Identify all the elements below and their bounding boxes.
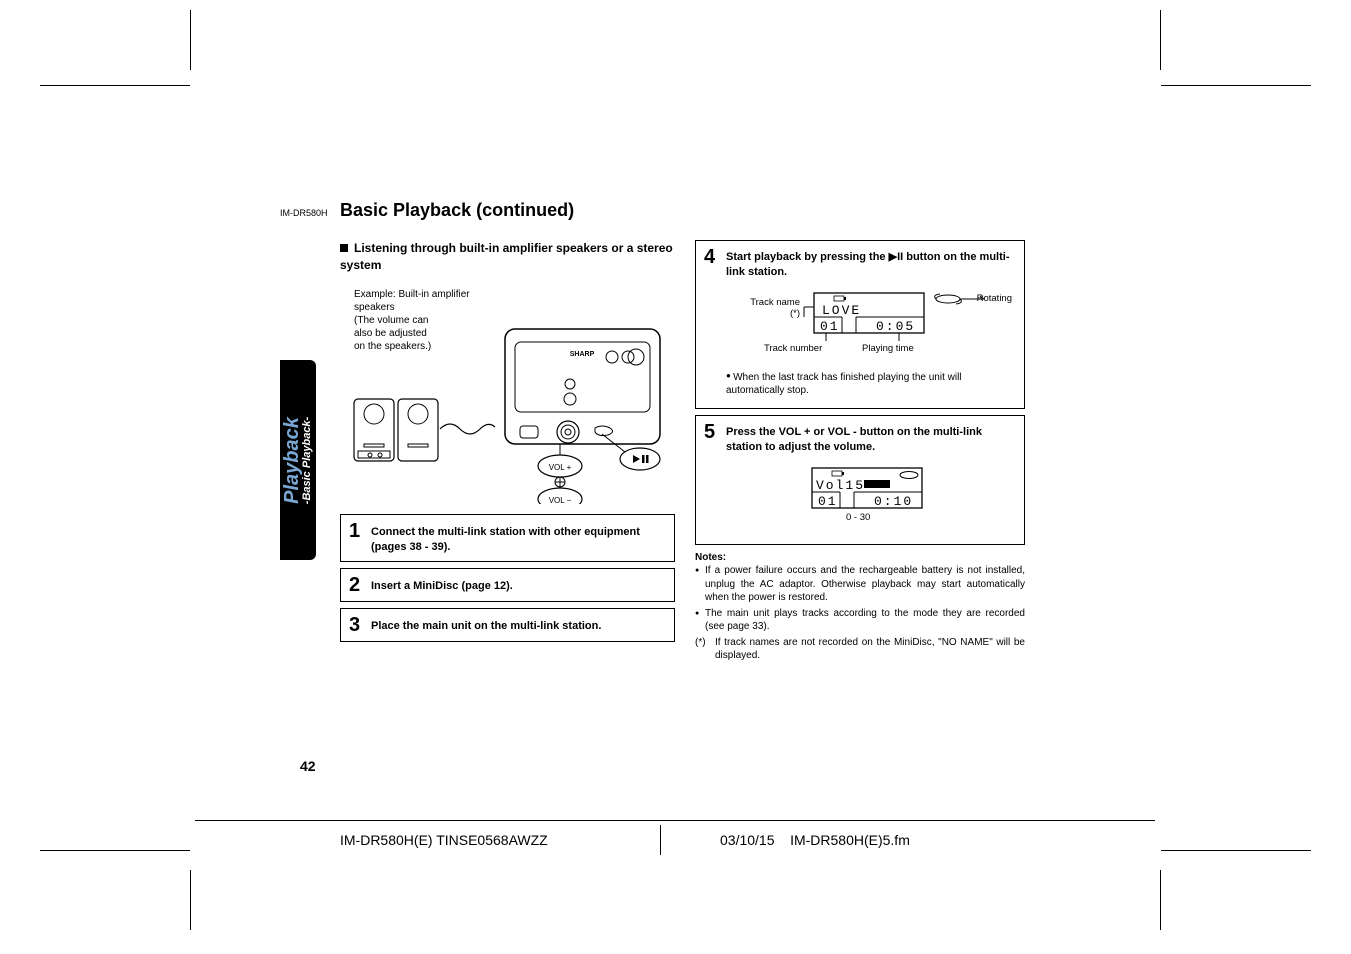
footer-divider xyxy=(660,825,661,855)
lcd-time: 0:10 xyxy=(874,494,913,509)
side-tab-main: Playback xyxy=(283,416,303,503)
lcd-time: 0:05 xyxy=(876,319,915,334)
step-2: 2 Insert a MiniDisc (page 12). xyxy=(340,568,675,602)
crop-mark xyxy=(40,850,190,851)
brand-label: SHARP xyxy=(570,351,595,358)
notes-title: Notes: xyxy=(695,551,1025,565)
diagram-svg: SHARP VOL + VOL − xyxy=(340,284,675,504)
section-title: Basic Playback (continued) xyxy=(340,200,574,221)
footer-left: IM-DR580H(E) TINSE0568AWZZ xyxy=(340,832,548,848)
side-tab-sub: -Basic Playback- xyxy=(303,416,314,503)
crop-mark xyxy=(1160,870,1161,930)
crop-mark xyxy=(190,870,191,930)
footer-rule xyxy=(195,820,1155,821)
crop-mark xyxy=(1161,85,1311,86)
step-number: 1 xyxy=(349,521,363,541)
subheading: Listening through built-in amplifier spe… xyxy=(340,240,675,274)
bullet-square-icon xyxy=(340,244,348,252)
crop-mark xyxy=(1160,10,1161,70)
step-number: 3 xyxy=(349,615,363,635)
step-5: 5 Press the VOL + or VOL - button on the… xyxy=(695,415,1025,545)
step-text: Start playback by pressing the ▶II butto… xyxy=(726,247,1016,281)
step-text: Place the main unit on the multi-link st… xyxy=(371,615,601,634)
step4-bullet: When the last track has finished playing… xyxy=(726,371,1016,398)
footer-date: 03/10/15 xyxy=(720,832,775,848)
lcd-line1: LOVE xyxy=(822,303,861,318)
volume-range-label: 0 - 30 xyxy=(846,512,870,523)
crop-mark xyxy=(190,10,191,70)
side-tab: Playback -Basic Playback- xyxy=(280,360,316,560)
model-label: IM-DR580H xyxy=(280,208,328,218)
asterisk-note: If track names are not recorded on the M… xyxy=(695,636,1025,663)
lcd-track: 01 xyxy=(818,494,838,509)
lcd-display-1: LOVE 01 0:05 xyxy=(704,287,1034,365)
crop-mark xyxy=(1161,850,1311,851)
lcd-display-2: Vol15 01 0:10 xyxy=(704,464,1034,534)
footer-right: 03/10/15 IM-DR580H(E)5.fm xyxy=(720,832,910,848)
note-item: If a power failure occurs and the rechar… xyxy=(705,564,1025,605)
lcd-track: 01 xyxy=(820,319,840,334)
step-text: Connect the multi-link station with othe… xyxy=(371,521,666,556)
right-column: 4 Start playback by pressing the ▶II but… xyxy=(695,240,1025,663)
step-4: 4 Start playback by pressing the ▶II but… xyxy=(695,240,1025,409)
notes-section: Notes: If a power failure occurs and the… xyxy=(695,551,1025,663)
step-number: 4 xyxy=(704,247,718,267)
step-1: 1 Connect the multi-link station with ot… xyxy=(340,514,675,563)
left-column: Listening through built-in amplifier spe… xyxy=(340,240,675,648)
vol-plus-label: VOL + xyxy=(549,463,572,472)
connection-diagram: Example: Built-in amplifier speakers (Th… xyxy=(340,284,675,504)
step-text: Press the VOL + or VOL - button on the m… xyxy=(726,422,1016,456)
vol-minus-label: VOL − xyxy=(549,496,572,504)
step-number: 5 xyxy=(704,422,718,442)
step-text: Insert a MiniDisc (page 12). xyxy=(371,575,513,594)
step-number: 2 xyxy=(349,575,363,595)
step-3: 3 Place the main unit on the multi-link … xyxy=(340,608,675,642)
footer-file: IM-DR580H(E)5.fm xyxy=(790,832,910,848)
subheading-text: Listening through built-in amplifier spe… xyxy=(340,241,673,272)
page-number: 42 xyxy=(300,758,316,774)
note-item: The main unit plays tracks according to … xyxy=(705,607,1025,634)
crop-mark xyxy=(40,85,190,86)
lcd-line1: Vol15 xyxy=(816,478,865,493)
